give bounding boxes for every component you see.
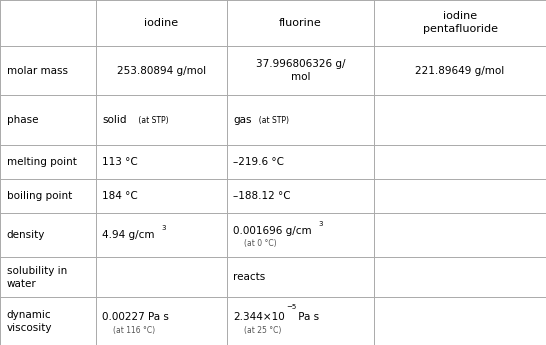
Text: Pa s: Pa s [295, 312, 319, 322]
Text: molar mass: molar mass [7, 66, 68, 76]
Text: dynamic
viscosity: dynamic viscosity [7, 309, 52, 333]
Text: iodine: iodine [144, 18, 178, 28]
Text: (at STP): (at STP) [136, 116, 169, 125]
Text: (at STP): (at STP) [254, 116, 289, 125]
Text: iodine
pentafluoride: iodine pentafluoride [423, 11, 497, 34]
Text: 221.89649 g/mol: 221.89649 g/mol [416, 66, 505, 76]
Text: (at 25 °C): (at 25 °C) [244, 326, 281, 335]
Text: 3: 3 [319, 220, 323, 227]
Text: phase: phase [7, 115, 38, 125]
Text: reacts: reacts [233, 272, 265, 282]
Text: 4.94 g/cm: 4.94 g/cm [102, 230, 155, 240]
Text: solubility in
water: solubility in water [7, 266, 67, 289]
Text: solid: solid [102, 115, 127, 125]
Text: melting point: melting point [7, 157, 76, 167]
Text: 253.80894 g/mol: 253.80894 g/mol [116, 66, 206, 76]
Text: –219.6 °C: –219.6 °C [233, 157, 284, 167]
Text: gas: gas [233, 115, 252, 125]
Text: 37.996806326 g/
mol: 37.996806326 g/ mol [256, 59, 345, 82]
Text: (at 116 °C): (at 116 °C) [113, 326, 155, 335]
Text: boiling point: boiling point [7, 191, 72, 201]
Text: –188.12 °C: –188.12 °C [233, 191, 291, 201]
Text: 0.001696 g/cm: 0.001696 g/cm [233, 226, 312, 236]
Text: (at 0 °C): (at 0 °C) [244, 239, 277, 248]
Text: density: density [7, 230, 45, 240]
Text: 2.344×10: 2.344×10 [233, 312, 285, 322]
Text: 3: 3 [161, 225, 165, 230]
Text: fluorine: fluorine [279, 18, 322, 28]
Text: 184 °C: 184 °C [102, 191, 138, 201]
Text: −5: −5 [287, 304, 297, 310]
Text: 113 °C: 113 °C [102, 157, 138, 167]
Text: 0.00227 Pa s: 0.00227 Pa s [102, 312, 169, 322]
